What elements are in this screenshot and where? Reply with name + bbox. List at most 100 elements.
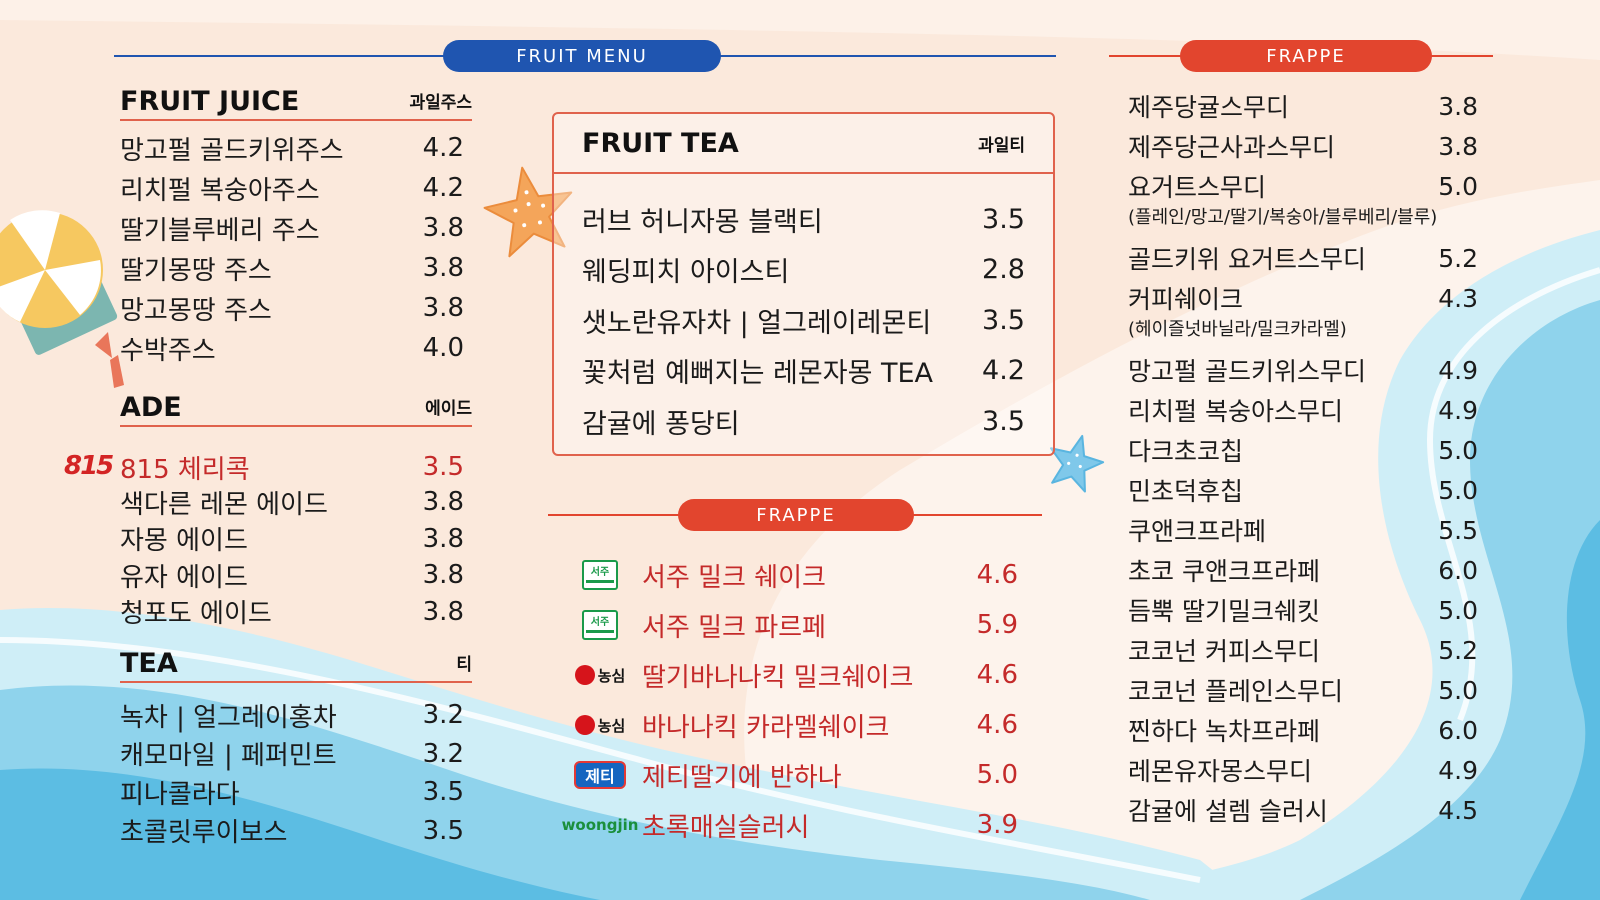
- list-item: 딸기블루베리 주스 3.8: [120, 208, 464, 248]
- item-price: 3.9: [976, 810, 1018, 840]
- item-price: 5.0: [1438, 435, 1478, 465]
- item-price: 6.0: [1438, 715, 1478, 745]
- seoju-logo-icon: 서주: [568, 610, 632, 640]
- item-name: 캐모마일 | 페퍼민트: [120, 741, 337, 772]
- logo-text: woongjin: [561, 816, 639, 834]
- logo-stripe: [586, 580, 614, 583]
- fruit-tea-list: 러브 허니자몽 블랙티 3.5 웨딩피치 아이스티 2.8 샛노란유자차 | 얼그레이레…: [554, 174, 1053, 447]
- item-name: 감귤에 퐁당티: [582, 408, 740, 440]
- list-item: 요거트스무디 5.0: [1128, 166, 1478, 206]
- list-item: 코코넌 플레인스무디 5.0: [1128, 670, 1478, 710]
- list-item: 815 체리콕 3.5: [120, 448, 464, 486]
- tea-title: TEA: [120, 648, 178, 679]
- logo-stripe: [586, 630, 614, 633]
- item-name: 웨딩피치 아이스티: [582, 257, 790, 289]
- item-price: 4.3: [1438, 283, 1478, 313]
- seoju-badge: 서주: [582, 610, 618, 640]
- item-price: 4.2: [422, 173, 464, 203]
- blue-starfish-icon: [1049, 434, 1105, 493]
- list-item: 서주 서주 밀크 쉐이크 4.6: [568, 550, 1018, 600]
- item-name: 레몬유자몽스무디: [1128, 757, 1313, 786]
- frappe-right-banner: FRAPPE: [1180, 40, 1432, 72]
- item-name: 리치펄 복숭아주스: [120, 175, 320, 206]
- list-item: 러브 허니자몽 블랙티 3.5: [582, 194, 1025, 245]
- logo-text: 농심: [597, 666, 626, 685]
- item-price: 6.0: [1438, 555, 1478, 585]
- list-item: 감귤에 퐁당티 3.5: [582, 396, 1025, 447]
- item-price: 3.8: [422, 253, 464, 283]
- item-price: 5.0: [976, 760, 1018, 790]
- item-price: 3.5: [982, 304, 1025, 336]
- ade-title-ko: 에이드: [425, 399, 472, 419]
- item-price: 4.9: [1438, 355, 1478, 385]
- item-price: 3.8: [422, 596, 464, 627]
- item-price: 3.5: [982, 405, 1025, 437]
- item-name: 샛노란유자차 | 얼그레이레몬티: [582, 307, 932, 339]
- item-price: 5.0: [1438, 475, 1478, 505]
- list-item: 녹차 | 얼그레이홍차 3.2: [120, 696, 464, 735]
- seoju-logo-icon: 서주: [568, 560, 632, 590]
- fruit-juice-title: FRUIT JUICE: [120, 86, 300, 117]
- item-name: 수박주스: [120, 335, 216, 366]
- item-name: 리치펄 복숭아스무디: [1128, 397, 1343, 426]
- item-price: 5.9: [976, 610, 1018, 640]
- item-price: 3.8: [1438, 91, 1478, 121]
- list-item: 피나콜라다 3.5: [120, 773, 464, 812]
- fruit-tea-header: FRUIT TEA 과일티: [554, 114, 1053, 174]
- item-name: 쿠앤크프라페: [1128, 517, 1267, 546]
- item-name: 망고몽땅 주스: [120, 295, 272, 326]
- item-name: 색다른 레몬 에이드: [120, 489, 328, 520]
- frappe-right-list: 제주당귤스무디 3.8 제주당근사과스무디 3.8 요거트스무디 5.0 (플레인/망고/딸…: [1128, 86, 1478, 830]
- item-price: 4.6: [976, 710, 1018, 740]
- list-item: 색다른 레몬 에이드 3.8: [120, 484, 464, 521]
- item-price: 3.5: [982, 203, 1025, 235]
- item-price: 3.8: [422, 293, 464, 323]
- item-name: 피나콜라다: [120, 779, 240, 810]
- item-name: 초록매실슬러시: [642, 812, 810, 843]
- logo-dot: [574, 665, 595, 685]
- item-name: 감귤에 설렘 슬러시: [1128, 797, 1328, 826]
- frappe-center-list: 서주 서주 밀크 쉐이크 4.6 서주 서주 밀크 파르페 5.9 농심 딸기바나나킥 밀크쉐…: [562, 550, 1018, 850]
- list-item: 서주 서주 밀크 파르페 5.9: [568, 600, 1018, 650]
- list-item: 웨딩피치 아이스티 2.8: [582, 245, 1025, 296]
- item-name: 요거트스무디: [1128, 173, 1267, 202]
- item-name: 찐하다 녹차프라페: [1128, 717, 1320, 746]
- item-name: 초콜릿루이보스: [120, 818, 288, 849]
- item-price: 4.6: [976, 560, 1018, 590]
- list-item: 코코넌 커피스무디 5.2: [1128, 630, 1478, 670]
- item-price: 2.8: [982, 254, 1025, 286]
- logo-dot: [574, 715, 595, 735]
- item-price: 3.8: [422, 560, 464, 591]
- list-item: 초콜릿루이보스 3.5: [120, 812, 464, 851]
- list-item: 꽃처럼 예뻐지는 레몬자몽 TEA 4.2: [582, 346, 1025, 397]
- item-price: 3.8: [422, 523, 464, 554]
- item-name: 코코넌 커피스무디: [1128, 637, 1320, 666]
- item-name: 망고펄 골드키위주스: [120, 135, 344, 166]
- list-item: 커피쉐이크 4.3: [1128, 278, 1478, 318]
- item-price: 3.5: [422, 452, 464, 482]
- list-item: 리치펄 복숭아주스 4.2: [120, 168, 464, 208]
- list-item: 망고펄 골드키위스무디 4.9: [1128, 350, 1478, 390]
- list-item: 듬뿍 딸기밀크쉐킷 5.0: [1128, 590, 1478, 630]
- list-item: 망고몽땅 주스 3.8: [120, 288, 464, 328]
- ade-header: ADE 에이드: [120, 392, 472, 427]
- list-item: 샛노란유자차 | 얼그레이레몬티 3.5: [582, 295, 1025, 346]
- item-price: 5.0: [1438, 675, 1478, 705]
- frappe-center-banner: FRAPPE: [678, 499, 914, 531]
- item-price: 5.2: [1438, 243, 1478, 273]
- list-item: 유자 에이드 3.8: [120, 557, 464, 594]
- item-price: 3.5: [422, 777, 464, 808]
- item-price: 4.5: [1438, 795, 1478, 825]
- seoju-badge: 서주: [582, 560, 618, 590]
- list-item: 망고펄 골드키위주스 4.2: [120, 128, 464, 168]
- fruit-tea-box: FRUIT TEA 과일티 러브 허니자몽 블랙티 3.5 웨딩피치 아이스티 2.8…: [552, 112, 1055, 456]
- item-price: 4.9: [1438, 755, 1478, 785]
- fruit-tea-title-ko: 과일티: [978, 135, 1025, 156]
- item-name: 청포도 에이드: [120, 599, 272, 630]
- list-item: 제주당귤스무디 3.8: [1128, 86, 1478, 126]
- nongshim-logo-icon: 농심: [568, 715, 632, 736]
- list-item: 자몽 에이드 3.8: [120, 521, 464, 558]
- item-price: 3.8: [422, 213, 464, 243]
- list-item: 민초덕후칩 5.0: [1128, 470, 1478, 510]
- item-price: 3.2: [422, 700, 464, 731]
